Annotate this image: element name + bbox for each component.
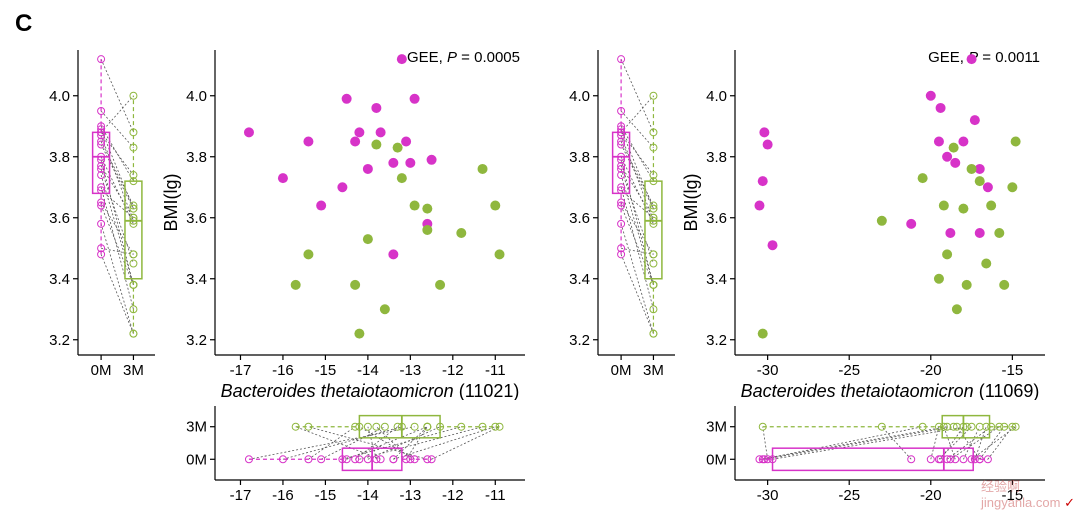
- svg-text:-12: -12: [442, 362, 464, 379]
- svg-text:3.8: 3.8: [706, 149, 727, 166]
- svg-text:3.8: 3.8: [49, 149, 70, 166]
- svg-text:-12: -12: [442, 487, 464, 504]
- svg-text:3.2: 3.2: [569, 332, 590, 349]
- svg-text:Bacteroides thetaiotaomicron (: Bacteroides thetaiotaomicron (11069): [741, 381, 1040, 400]
- svg-text:-20: -20: [920, 362, 942, 379]
- scatter-left: 3.2 3.4 3.6 3.8 4.0 -17 -16 -15 -14 -13 -12 -11 BMI(…: [160, 30, 540, 400]
- svg-text:4.0: 4.0: [186, 88, 207, 105]
- svg-text:-17: -17: [230, 362, 252, 379]
- svg-text:3.2: 3.2: [706, 332, 727, 349]
- svg-text:3M: 3M: [706, 419, 727, 436]
- svg-text:-30: -30: [757, 487, 779, 504]
- svg-text:-14: -14: [357, 487, 379, 504]
- svg-text:3.2: 3.2: [49, 332, 70, 349]
- svg-text:GEE, P = 0.0005: GEE, P = 0.0005: [407, 49, 520, 66]
- paired-box-y-left: 3.2 3.4 3.6 3.8 4.0 0M 3M: [40, 30, 160, 400]
- svg-text:-30: -30: [757, 362, 779, 379]
- svg-text:Bacteroides thetaiotaomicron (: Bacteroides thetaiotaomicron (11021): [221, 381, 520, 400]
- svg-text:-15: -15: [315, 487, 337, 504]
- svg-text:4.0: 4.0: [569, 88, 590, 105]
- svg-text:-16: -16: [272, 487, 294, 504]
- svg-text:0M: 0M: [706, 451, 727, 468]
- svg-text:4.0: 4.0: [49, 88, 70, 105]
- svg-text:3M: 3M: [643, 362, 664, 379]
- svg-text:-11: -11: [485, 487, 506, 504]
- figure-panel-c: C 3.2 3.4 3.6 3.8 4.0 0M 3M 3.2 3.4 3.6 3.8 4.0 -17…: [0, 0, 1080, 516]
- svg-text:-16: -16: [272, 362, 294, 379]
- svg-text:-14: -14: [357, 362, 379, 379]
- svg-text:BMI(lg): BMI(lg): [161, 174, 181, 232]
- svg-text:3.6: 3.6: [706, 210, 727, 227]
- svg-text:3.6: 3.6: [569, 210, 590, 227]
- svg-text:GEE, P = 0.0011: GEE, P = 0.0011: [928, 49, 1040, 66]
- svg-text:3.4: 3.4: [706, 271, 727, 288]
- svg-text:3.2: 3.2: [186, 332, 207, 349]
- panel-label: C: [15, 10, 32, 38]
- svg-text:0M: 0M: [91, 362, 112, 379]
- svg-text:3.4: 3.4: [49, 271, 70, 288]
- svg-text:-25: -25: [838, 487, 860, 504]
- svg-text:-17: -17: [230, 487, 252, 504]
- svg-text:3.6: 3.6: [186, 210, 207, 227]
- svg-text:4.0: 4.0: [706, 88, 727, 105]
- scatter-right: 3.2 3.4 3.6 3.8 4.0 -30 -25 -20 -15 BMI(lg) Bacter…: [680, 30, 1060, 400]
- svg-text:3.6: 3.6: [49, 210, 70, 227]
- paired-box-x-left: -17 -16 -15 -14 -13 -12 -11 0M 3M: [160, 400, 540, 510]
- paired-box-y-right: 3.2 3.4 3.6 3.8 4.0 0M 3M: [560, 30, 680, 400]
- svg-text:-11: -11: [485, 362, 506, 379]
- svg-text:-13: -13: [399, 487, 421, 504]
- svg-text:-20: -20: [920, 487, 942, 504]
- svg-text:3.8: 3.8: [569, 149, 590, 166]
- svg-text:-25: -25: [838, 362, 860, 379]
- svg-text:-13: -13: [399, 362, 421, 379]
- svg-text:3.4: 3.4: [569, 271, 590, 288]
- svg-text:-15: -15: [1002, 362, 1024, 379]
- svg-text:3M: 3M: [186, 419, 207, 436]
- svg-text:3.8: 3.8: [186, 149, 207, 166]
- svg-text:-15: -15: [315, 362, 337, 379]
- svg-text:0M: 0M: [611, 362, 632, 379]
- svg-text:0M: 0M: [186, 451, 207, 468]
- watermark: 经验啊 jingyanla.com ✓: [981, 476, 1075, 511]
- svg-text:3.4: 3.4: [186, 271, 207, 288]
- svg-text:BMI(lg): BMI(lg): [681, 174, 701, 232]
- svg-text:3M: 3M: [123, 362, 144, 379]
